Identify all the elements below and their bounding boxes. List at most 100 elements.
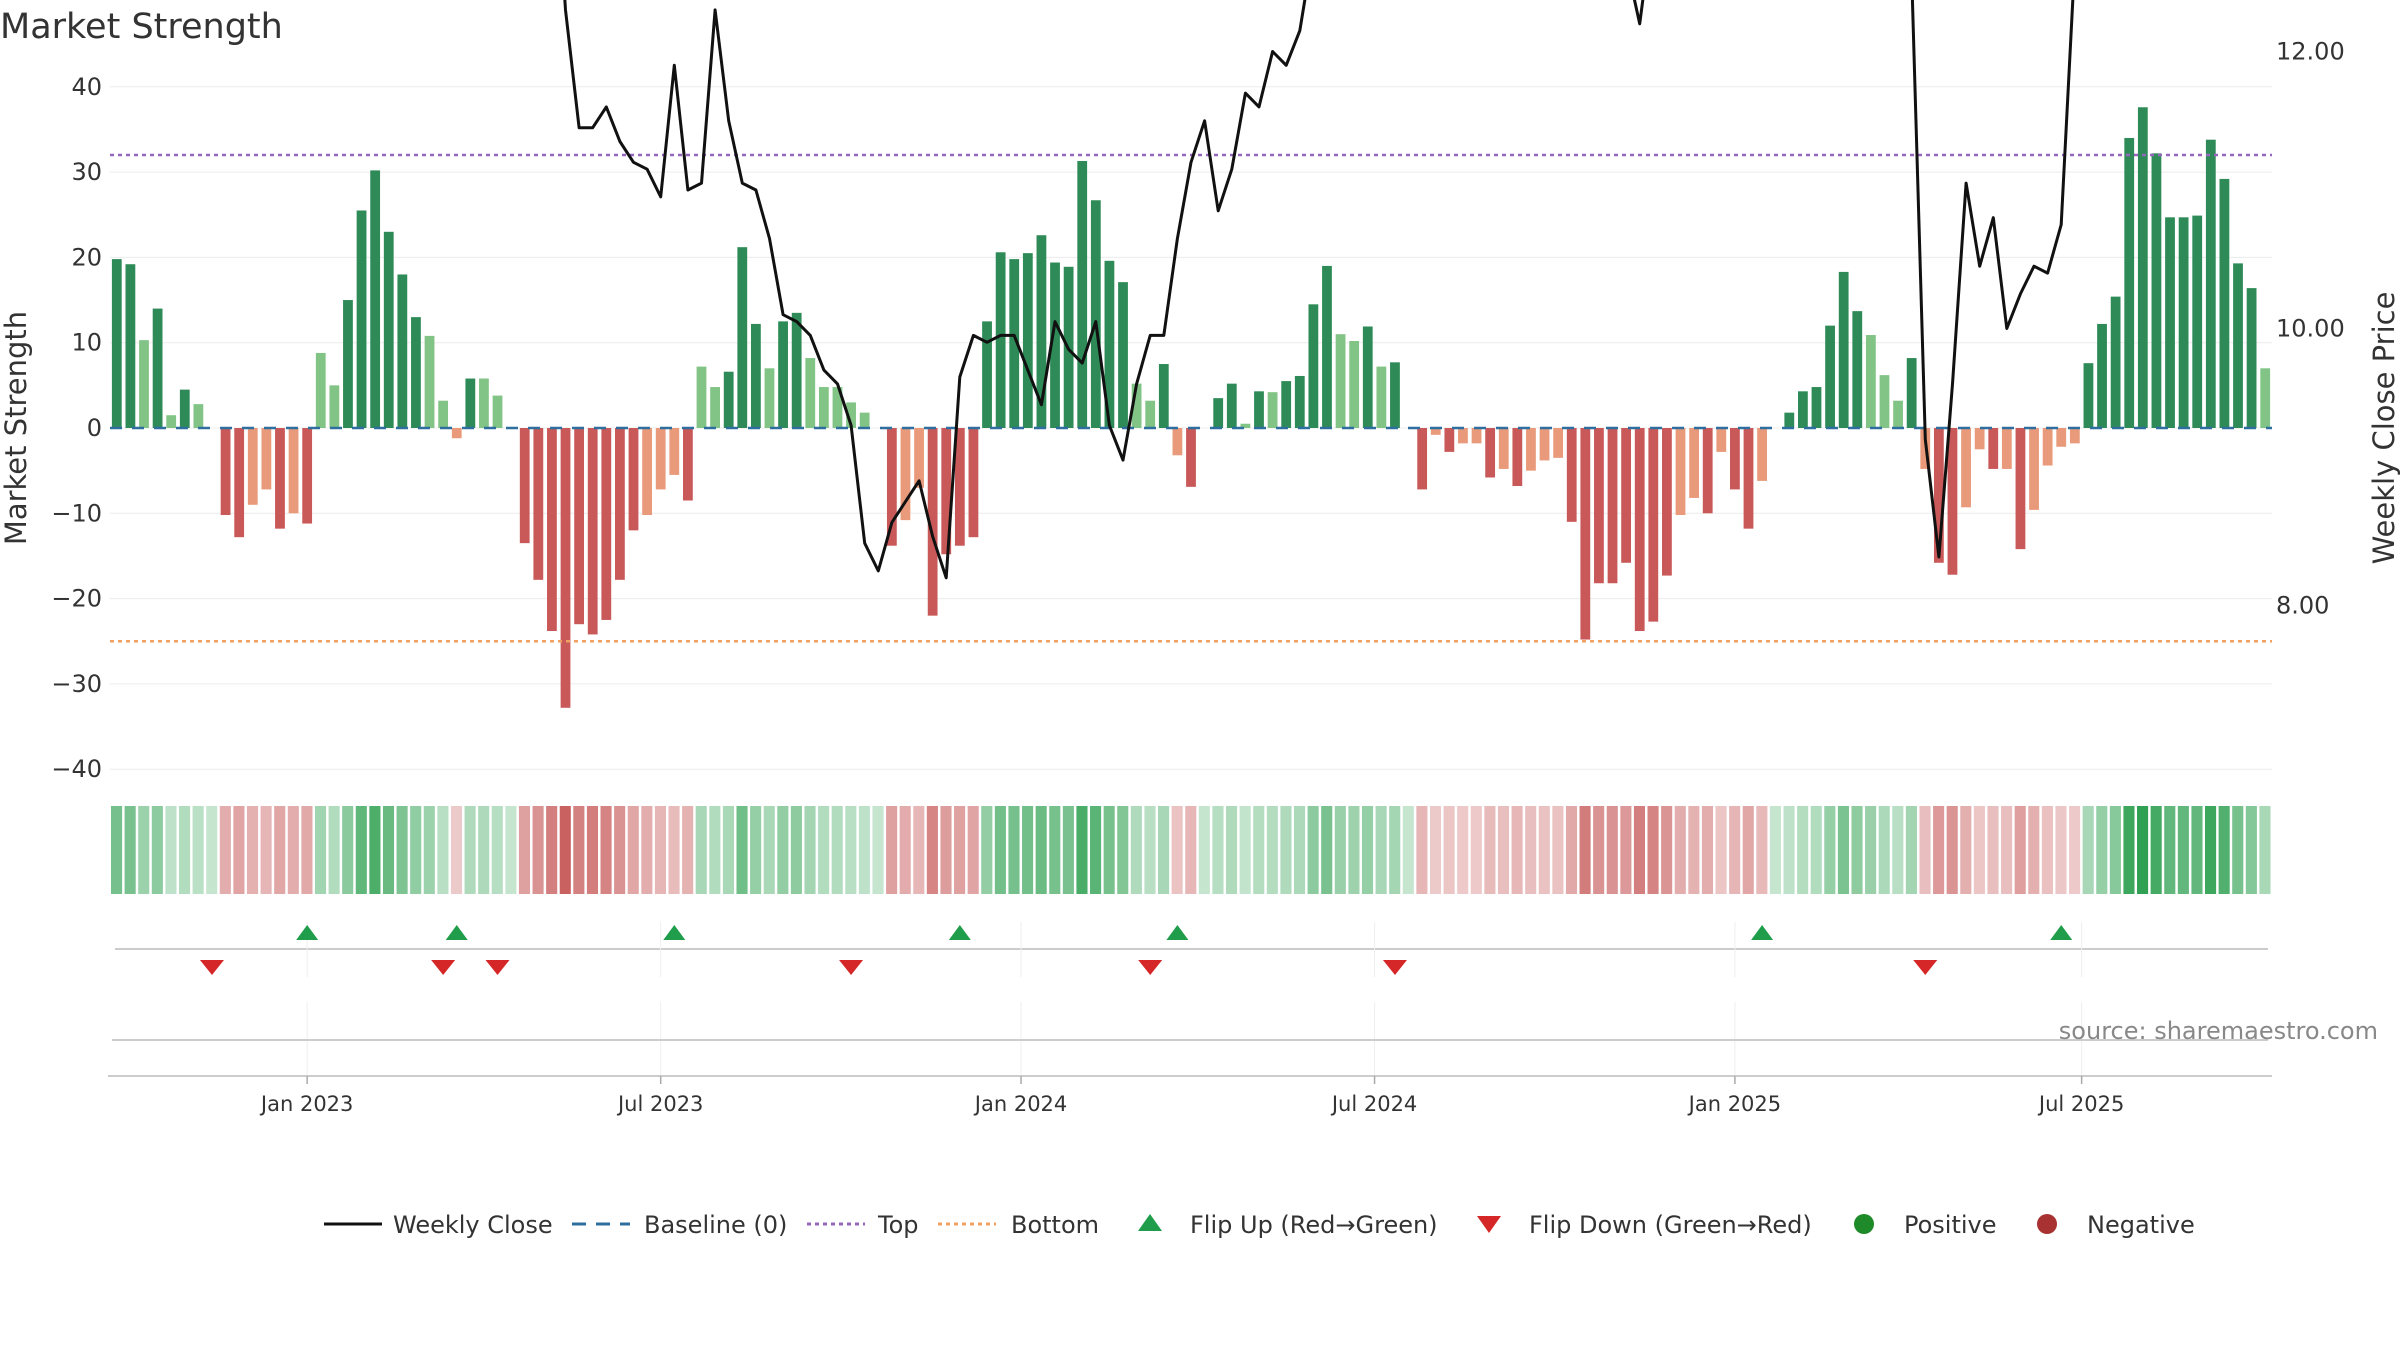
strength-bar xyxy=(166,415,177,428)
heat-strip-cell xyxy=(1565,806,1578,894)
heat-strip-cell xyxy=(301,806,313,894)
strength-bar xyxy=(1036,235,1047,428)
heat-strip-cell xyxy=(586,806,599,894)
heat-strip-cell xyxy=(1946,806,1958,894)
heat-strip-cell xyxy=(818,806,830,894)
y-tick-left: 10 xyxy=(71,329,102,357)
strength-bar xyxy=(1485,428,1496,478)
heat-strip-cell xyxy=(505,806,517,894)
heat-strip-cell xyxy=(2001,806,2013,894)
strength-bar xyxy=(1906,358,1917,428)
y-tick-right: 8.00 xyxy=(2276,592,2329,620)
heat-strip-cell xyxy=(2055,806,2067,894)
flip-down-marker xyxy=(1138,960,1163,975)
heat-strip-cell xyxy=(858,806,870,894)
heat-strip-cell xyxy=(2028,806,2040,894)
strength-bar xyxy=(451,428,462,439)
heat-strip-cell xyxy=(1647,806,1659,894)
heat-strip-cell xyxy=(2014,806,2026,894)
heat-strip-cell xyxy=(1443,806,1455,894)
strength-bar xyxy=(2097,323,2107,428)
y-tick-left: −10 xyxy=(51,499,102,527)
strength-bar xyxy=(547,428,557,632)
y-axis-left-ticks: 40 30 20 10 0 −10 −20 −30 −40 xyxy=(51,73,102,783)
heat-strip-cell xyxy=(559,806,571,894)
strength-bar xyxy=(846,402,856,428)
strength-bar xyxy=(1022,253,1033,428)
strength-bar xyxy=(2260,368,2271,428)
heat-strip-cell xyxy=(369,806,381,894)
legend-item: Bottom xyxy=(1011,1211,1099,1239)
heat-strip-cell xyxy=(1661,806,1673,894)
strength-bar xyxy=(1240,423,1251,428)
strength-bar xyxy=(383,231,394,428)
strength-bar xyxy=(2029,428,2039,510)
heat-strip-cell xyxy=(1593,806,1605,894)
strength-bar xyxy=(533,428,544,580)
heat-strip-cell xyxy=(1375,806,1387,894)
heat-strip-cell xyxy=(328,806,340,894)
legend-item: Positive xyxy=(1904,1211,1997,1239)
strength-bar xyxy=(1172,428,1183,456)
heat-strip-cell xyxy=(206,806,218,894)
legend-item: Baseline (0) xyxy=(644,1211,787,1239)
heat-strip-cell xyxy=(722,806,734,894)
strength-bar xyxy=(343,300,353,428)
strength-bar xyxy=(1634,428,1645,632)
heat-strip-cell xyxy=(1035,806,1047,894)
strength-bar xyxy=(1893,400,1903,428)
legend: Weekly Close Baseline (0) Top Bottom Flip Up… xyxy=(324,1211,2195,1239)
heat-strip-cell xyxy=(2259,806,2271,894)
strength-bar xyxy=(1702,428,1713,514)
strength-bar xyxy=(655,428,666,490)
strength-bar xyxy=(1811,387,1822,428)
x-tick-label: Jan 2024 xyxy=(973,1092,1068,1116)
strength-bar xyxy=(968,428,979,538)
strength-bar xyxy=(900,428,911,521)
heat-strip-cell xyxy=(967,806,979,894)
strength-bar xyxy=(1825,325,1835,428)
strength-bar xyxy=(2151,153,2162,429)
weekly-close-path xyxy=(563,0,2075,580)
strength-bar xyxy=(1607,428,1618,584)
heat-strip-cell xyxy=(1783,806,1795,894)
strength-bar xyxy=(139,340,149,428)
strength-bar xyxy=(1090,200,1101,428)
heat-strip-cell xyxy=(872,806,884,894)
flip-up-marker xyxy=(2050,925,2073,940)
strength-bar xyxy=(886,428,897,546)
heat-strip-cell xyxy=(1933,806,1945,894)
heat-strip-cell xyxy=(2205,806,2217,894)
strength-bar xyxy=(519,428,530,544)
heat-strip-cell xyxy=(1280,806,1292,894)
heat-strip-cell xyxy=(1919,806,1931,894)
heat-strip-cell xyxy=(2137,806,2149,894)
strength-bar xyxy=(927,428,938,616)
strength-bar xyxy=(261,428,272,490)
heat-strip-cell xyxy=(1321,806,1333,894)
heat-strip-cell xyxy=(940,806,952,894)
heat-strip-cell xyxy=(1239,806,1251,894)
heat-strip-cell xyxy=(1457,806,1469,894)
heat-strip-cell xyxy=(668,806,680,894)
heat-strip-cell xyxy=(192,806,204,894)
heat-strip-cell xyxy=(2123,806,2135,894)
strength-bar xyxy=(370,170,381,429)
strength-bar xyxy=(1988,428,1999,469)
heat-strip-cell xyxy=(1960,806,1972,894)
heat-strip-cell xyxy=(1538,806,1550,894)
heat-strip-cell xyxy=(382,806,395,894)
heat-strip-cell xyxy=(1117,806,1129,894)
heat-strip-cell xyxy=(2177,806,2189,894)
y-tick-left: −30 xyxy=(51,670,102,698)
heat-strip-cell xyxy=(1185,806,1197,894)
strength-bar xyxy=(125,264,136,428)
strength-bar xyxy=(1852,311,1863,428)
heat-strip-cell xyxy=(1361,806,1374,894)
strength-bar xyxy=(397,274,408,428)
strength-bar xyxy=(1077,161,1088,429)
heat-strip-cell xyxy=(1511,806,1523,894)
strength-bar xyxy=(2165,217,2175,428)
strength-bar xyxy=(247,428,258,505)
heat-strip-cell xyxy=(1837,806,1849,894)
